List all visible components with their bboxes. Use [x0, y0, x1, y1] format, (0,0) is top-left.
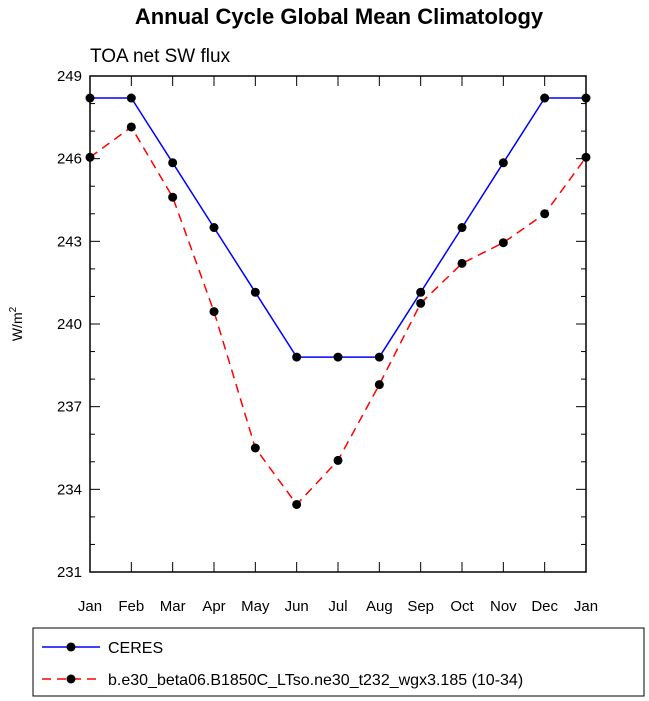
legend-label: b.e30_beta06.B1850C_LTso.ne30_t232_wgx3.…	[108, 672, 523, 689]
series-point	[333, 352, 343, 362]
legend-label: CERES	[108, 640, 163, 657]
series-point	[168, 192, 178, 202]
series-point	[168, 158, 178, 168]
series-point	[374, 352, 384, 362]
x-tick-label: Jan	[78, 598, 102, 615]
x-tick-label: Jun	[285, 598, 309, 615]
series-point	[374, 380, 384, 390]
y-tick-label: 231	[57, 564, 82, 581]
y-axis-label-text: W/m	[9, 312, 25, 341]
series-point	[498, 238, 508, 248]
plot-frame	[89, 75, 587, 573]
legend-marker	[66, 674, 76, 684]
x-tick-label: Oct	[450, 598, 474, 615]
x-tick-label: Feb	[118, 598, 144, 615]
x-tick-label: Jan	[574, 598, 598, 615]
series-point	[333, 455, 343, 465]
y-tick-label: 249	[57, 68, 82, 85]
series-point	[292, 352, 302, 362]
series-point	[292, 499, 302, 509]
x-tick-label: Sep	[407, 598, 434, 615]
x-tick-label: Nov	[490, 598, 517, 615]
series-point	[457, 223, 467, 233]
y-tick-label: 240	[57, 316, 82, 333]
series-point	[209, 307, 219, 317]
series-line	[89, 125, 587, 506]
y-tick-label: 234	[57, 481, 82, 498]
series-point	[250, 443, 260, 453]
series-point	[498, 158, 508, 168]
x-tick-label: Dec	[531, 598, 558, 615]
y-axis-label-superscript: 2	[8, 306, 19, 312]
series-1	[85, 93, 591, 362]
series-point	[250, 287, 260, 297]
series-point	[540, 209, 550, 219]
series-2	[85, 122, 591, 509]
legend-box	[32, 627, 645, 697]
legend-marker	[66, 642, 76, 652]
chart-title: Annual Cycle Global Mean Climatology	[135, 4, 544, 29]
series-point	[540, 93, 550, 103]
series-point	[126, 122, 136, 132]
data-series	[85, 93, 591, 509]
axis-ticks: Jan Feb Mar Apr May Jun Jul Aug Sep Oct Nov Dec Jan 2…	[57, 68, 598, 615]
y-tick-label: 243	[57, 233, 82, 250]
x-tick-label: Jul	[328, 598, 347, 615]
y-axis-label: W/m2	[8, 306, 25, 341]
series-point	[126, 93, 136, 103]
x-tick-label: May	[241, 598, 270, 615]
chart-subtitle: TOA net SW flux	[90, 46, 231, 67]
x-tick-label: Mar	[160, 598, 186, 615]
series-point	[416, 298, 426, 308]
series-point	[457, 258, 467, 268]
series-point	[209, 223, 219, 233]
legend: CERES b.e30_beta06.B1850C_LTso.ne30_t232_…	[32, 627, 645, 697]
series-line	[90, 97, 586, 358]
x-tick-label: Apr	[202, 598, 225, 615]
x-tick-label: Aug	[366, 598, 393, 615]
y-tick-label: 237	[57, 399, 82, 416]
y-tick-label: 246	[57, 151, 82, 168]
series-point	[416, 287, 426, 297]
